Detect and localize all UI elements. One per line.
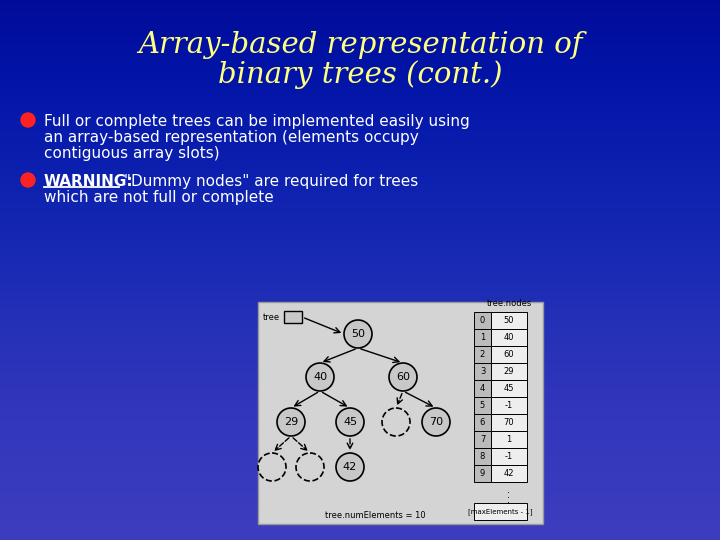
- FancyBboxPatch shape: [258, 302, 543, 524]
- Text: WARNING:: WARNING:: [44, 174, 134, 189]
- Circle shape: [21, 173, 35, 187]
- Bar: [491, 346, 527, 363]
- Text: 29: 29: [504, 367, 514, 376]
- Bar: [491, 329, 527, 346]
- Circle shape: [389, 363, 417, 391]
- Bar: [491, 431, 527, 448]
- Bar: [284, 311, 302, 323]
- Text: contiguous array slots): contiguous array slots): [44, 146, 220, 161]
- Circle shape: [422, 408, 450, 436]
- Bar: [474, 465, 491, 482]
- Text: .: .: [508, 495, 510, 505]
- Text: 50: 50: [504, 316, 514, 325]
- Bar: [491, 312, 527, 329]
- Text: [maxElements - 1]: [maxElements - 1]: [468, 508, 533, 515]
- Text: -1: -1: [505, 401, 513, 410]
- Bar: [474, 431, 491, 448]
- Text: 29: 29: [284, 417, 298, 427]
- Text: 70: 70: [429, 417, 443, 427]
- Text: 50: 50: [351, 329, 365, 339]
- Text: 45: 45: [504, 384, 514, 393]
- Bar: [474, 397, 491, 414]
- Text: which are not full or complete: which are not full or complete: [44, 190, 274, 205]
- Text: 8: 8: [480, 452, 485, 461]
- Circle shape: [382, 408, 410, 436]
- Circle shape: [306, 363, 334, 391]
- Text: 9: 9: [480, 469, 485, 478]
- Text: 42: 42: [504, 469, 514, 478]
- Bar: [474, 503, 527, 520]
- Text: 40: 40: [504, 333, 514, 342]
- Text: 40: 40: [313, 372, 327, 382]
- Text: 4: 4: [480, 384, 485, 393]
- Circle shape: [258, 453, 286, 481]
- Bar: [474, 346, 491, 363]
- Circle shape: [21, 113, 35, 127]
- Bar: [474, 414, 491, 431]
- Text: 2: 2: [480, 350, 485, 359]
- Bar: [491, 465, 527, 482]
- Circle shape: [336, 408, 364, 436]
- Circle shape: [277, 408, 305, 436]
- Bar: [474, 363, 491, 380]
- Text: .: .: [508, 490, 510, 500]
- Text: an array-based representation (elements occupy: an array-based representation (elements …: [44, 130, 419, 145]
- Bar: [474, 312, 491, 329]
- Text: -1: -1: [505, 452, 513, 461]
- Text: 70: 70: [504, 418, 514, 427]
- Bar: [474, 380, 491, 397]
- Text: "Dummy nodes" are required for trees: "Dummy nodes" are required for trees: [119, 174, 418, 189]
- Circle shape: [336, 453, 364, 481]
- Text: 3: 3: [480, 367, 485, 376]
- Text: binary trees (cont.): binary trees (cont.): [217, 60, 503, 90]
- Bar: [491, 448, 527, 465]
- Text: Array-based representation of: Array-based representation of: [138, 31, 582, 59]
- Text: tree: tree: [263, 313, 280, 321]
- Circle shape: [344, 320, 372, 348]
- Text: tree.numElements = 10: tree.numElements = 10: [325, 511, 426, 520]
- Text: 45: 45: [343, 417, 357, 427]
- Text: .: .: [508, 485, 510, 495]
- Text: 60: 60: [396, 372, 410, 382]
- Bar: [474, 448, 491, 465]
- Bar: [491, 363, 527, 380]
- Bar: [474, 329, 491, 346]
- Bar: [491, 414, 527, 431]
- Circle shape: [296, 453, 324, 481]
- Text: tree.nodes: tree.nodes: [487, 299, 531, 308]
- Text: 1: 1: [480, 333, 485, 342]
- Text: 7: 7: [480, 435, 485, 444]
- Text: 5: 5: [480, 401, 485, 410]
- Text: 1: 1: [506, 435, 512, 444]
- Text: Full or complete trees can be implemented easily using: Full or complete trees can be implemente…: [44, 114, 469, 129]
- Text: 6: 6: [480, 418, 485, 427]
- Bar: [491, 380, 527, 397]
- Text: 42: 42: [343, 462, 357, 472]
- Bar: [491, 397, 527, 414]
- Text: 60: 60: [504, 350, 514, 359]
- Text: 0: 0: [480, 316, 485, 325]
